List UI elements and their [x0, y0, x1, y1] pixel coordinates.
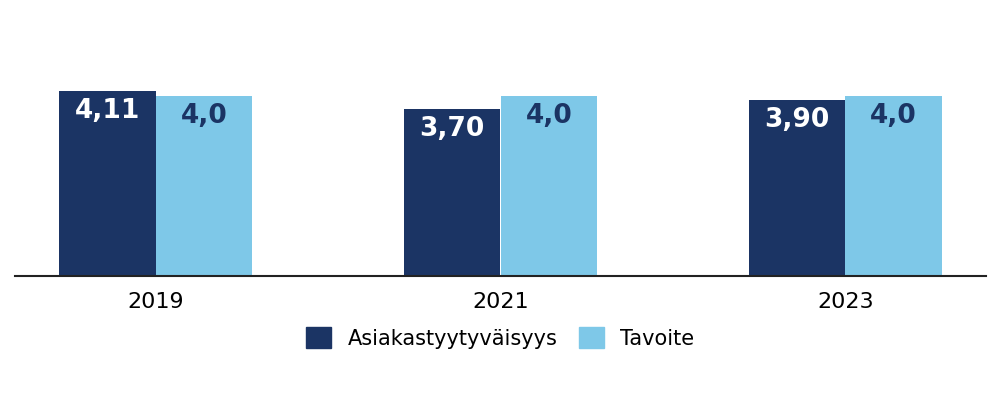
Text: 4,0: 4,0: [180, 103, 227, 129]
Text: 4,0: 4,0: [870, 103, 917, 129]
Bar: [500, 96, 597, 276]
Bar: [59, 91, 156, 276]
Bar: [845, 96, 942, 276]
Text: 4,11: 4,11: [75, 98, 140, 124]
Text: 3,90: 3,90: [765, 107, 830, 133]
Bar: [404, 109, 500, 276]
Text: 3,70: 3,70: [419, 116, 484, 142]
Bar: [156, 96, 252, 276]
Text: 4,0: 4,0: [526, 103, 573, 129]
Legend: Asiakastyytyväisyys, Tavoite: Asiakastyytyväisyys, Tavoite: [306, 327, 695, 349]
Bar: [749, 100, 845, 276]
